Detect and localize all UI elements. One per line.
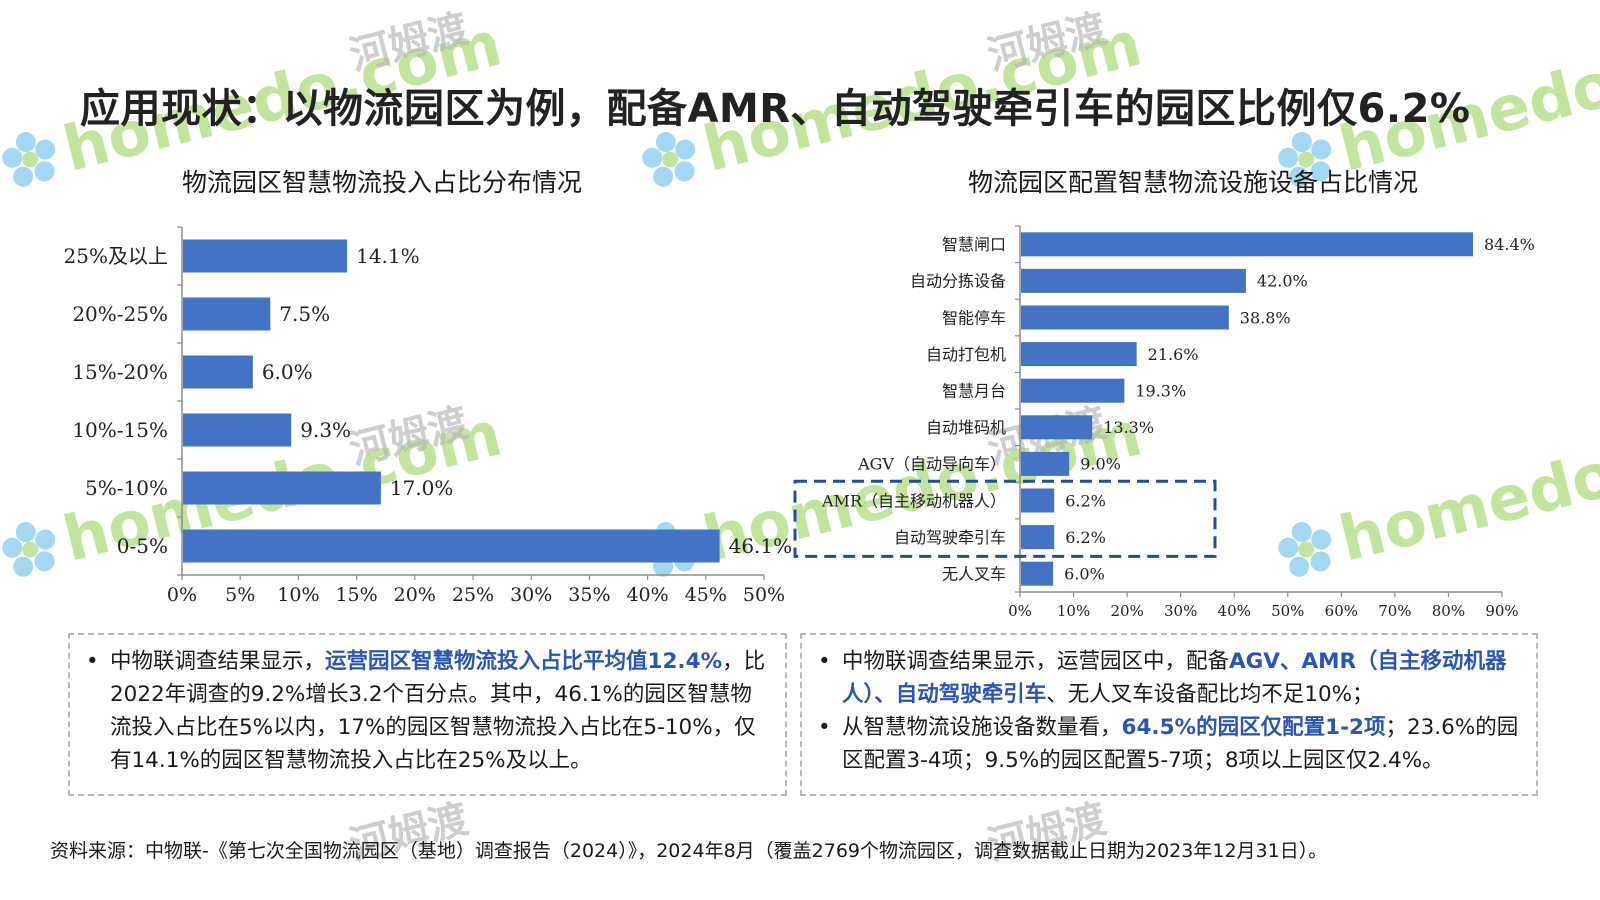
- x-tick-label: 40%: [1218, 602, 1251, 620]
- category-label: AGV（自动导向车）: [857, 455, 1006, 474]
- category-label: 自动堆码机: [926, 418, 1006, 437]
- note-text: ；23.6%的园区配置3-4项；9.5%的园区配置5-7项；8项以上园区仅2.4…: [842, 715, 1519, 773]
- category-label: 15%-20%: [72, 360, 168, 384]
- bar: [183, 355, 253, 389]
- left-note-list: 中物联调查结果显示，运营园区智慧物流投入占比平均值12.4%，比2022年调查的…: [84, 645, 771, 777]
- left-note-box: 中物联调查结果显示，运营园区智慧物流投入占比平均值12.4%，比2022年调查的…: [68, 633, 787, 796]
- x-tick-label: 5%: [225, 584, 255, 606]
- value-label: 19.3%: [1135, 381, 1186, 400]
- bar: [1021, 232, 1474, 257]
- bar: [1021, 305, 1229, 330]
- note-item: 中物联调查结果显示，运营园区中，配备AGV、AMR（自主移动机器人）、自动驾驶牵…: [818, 645, 1522, 711]
- x-tick-label: 0%: [1008, 602, 1032, 620]
- right-note-box: 中物联调查结果显示，运营园区中，配备AGV、AMR（自主移动机器人）、自动驾驶牵…: [800, 633, 1538, 796]
- category-label: AMR（自主移动机器人）: [821, 491, 1006, 510]
- category-label: 自动驾驶牵引车: [894, 528, 1006, 547]
- bar: [1021, 488, 1055, 513]
- right-note-list: 中物联调查结果显示，运营园区中，配备AGV、AMR（自主移动机器人）、自动驾驶牵…: [816, 645, 1522, 777]
- value-label: 42.0%: [1257, 272, 1308, 291]
- value-label: 9.3%: [300, 418, 351, 442]
- category-label: 自动分拣设备: [910, 272, 1006, 291]
- note-item: 中物联调查结果显示，运营园区智慧物流投入占比平均值12.4%，比2022年调查的…: [86, 645, 771, 777]
- x-tick-label: 80%: [1432, 602, 1465, 620]
- x-tick-label: 10%: [277, 584, 319, 606]
- x-tick-label: 50%: [1271, 602, 1304, 620]
- x-tick-label: 45%: [685, 584, 727, 606]
- category-label: 智慧月台: [942, 381, 1006, 400]
- highlight-text: 运营园区智慧物流投入占比平均值12.4%: [325, 649, 723, 674]
- x-tick-label: 90%: [1485, 602, 1518, 620]
- category-label: 智能停车: [942, 308, 1006, 327]
- x-tick-label: 40%: [626, 584, 668, 606]
- watermark-cn-2: 河姆渡: [983, 6, 1111, 80]
- value-label: 9.0%: [1080, 455, 1121, 474]
- highlight-dashed-box: [793, 479, 1217, 558]
- bar: [183, 471, 381, 505]
- right-bar-chart: 0% 10% 20% 30% 40% 50% 60% 70% 80% 90% 智慧闸口 84.4% 自动…: [793, 225, 1535, 620]
- category-label: 20%-25%: [72, 302, 168, 326]
- highlight-text: 64.5%的园区仅配置1-2项: [1121, 715, 1386, 740]
- category-label: 10%-15%: [72, 418, 168, 442]
- x-tick-label: 70%: [1378, 602, 1411, 620]
- category-label: 智慧闸口: [942, 235, 1006, 254]
- value-label: 7.5%: [279, 302, 330, 326]
- right-chart-title: 物流园区配置智慧物流设施设备占比情况: [968, 168, 1419, 197]
- bar: [1021, 268, 1246, 293]
- value-label: 46.1%: [729, 534, 793, 558]
- bar: [1021, 561, 1054, 586]
- bar: [1021, 525, 1055, 550]
- category-label: 自动打包机: [926, 345, 1006, 364]
- bar: [1021, 378, 1125, 403]
- note-item: 从智慧物流设施设备数量看，64.5%的园区仅配置1-2项；23.6%的园区配置3…: [818, 711, 1522, 777]
- category-label: 5%-10%: [85, 476, 168, 500]
- bar: [183, 239, 348, 273]
- bar: [183, 529, 720, 563]
- x-tick-label: 30%: [1164, 602, 1197, 620]
- left-bar-chart: 0% 5% 10% 15% 20% 25% 30% 35% 40% 45% 50% 25%及以上 14.…: [64, 226, 793, 606]
- bar: [1021, 415, 1093, 440]
- bar: [183, 413, 292, 447]
- bar: [183, 297, 271, 331]
- value-label: 6.2%: [1065, 528, 1106, 547]
- bar: [1021, 451, 1070, 476]
- x-tick-label: 10%: [1057, 602, 1090, 620]
- value-label: 13.3%: [1103, 418, 1154, 437]
- value-label: 6.0%: [1064, 564, 1105, 583]
- x-tick-label: 15%: [335, 584, 377, 606]
- x-tick-label: 60%: [1325, 602, 1358, 620]
- x-tick-label: 0%: [167, 584, 197, 606]
- watermark-flower-icon: [2, 131, 56, 187]
- bar: [1021, 342, 1137, 367]
- page-title: 应用现状：以物流园区为例，配备AMR、自动驾驶牵引车的园区比例仅6.2%: [80, 86, 1471, 132]
- value-label: 6.2%: [1065, 491, 1106, 510]
- value-label: 21.6%: [1148, 345, 1199, 364]
- category-label: 0-5%: [117, 534, 168, 558]
- value-label: 14.1%: [356, 244, 420, 268]
- value-label: 84.4%: [1484, 235, 1535, 254]
- watermark-cn-1: 河姆渡: [345, 6, 473, 80]
- x-tick-label: 30%: [510, 584, 552, 606]
- x-tick-label: 20%: [394, 584, 436, 606]
- note-text: 、无人叉车设备配比均不足10%；: [1046, 682, 1374, 707]
- source-text: 资料来源：中物联-《第七次全国物流园区（基地）调查报告（2024）》，2024年…: [50, 840, 1328, 862]
- x-tick-label: 35%: [568, 584, 610, 606]
- note-text: 中物联调查结果显示，: [110, 649, 326, 674]
- x-tick-label: 25%: [452, 584, 494, 606]
- note-text: 中物联调查结果显示，运营园区中，配备: [842, 649, 1230, 674]
- value-label: 38.8%: [1240, 308, 1291, 327]
- highlight-text: AGV、AMR（自主移动机器人）、自动驾驶牵引车: [842, 649, 1507, 707]
- category-label: 无人叉车: [942, 564, 1006, 583]
- left-chart-title: 物流园区智慧物流投入占比分布情况: [182, 168, 583, 197]
- value-label: 17.0%: [390, 476, 454, 500]
- x-tick-label: 50%: [743, 584, 785, 606]
- note-text: 从智慧物流设施设备数量看，: [842, 715, 1122, 740]
- x-tick-label: 20%: [1110, 602, 1143, 620]
- note-text: ，比2022年调查的9.2%增长3.2个百分点。其中，46.1%的园区智慧物流投…: [110, 649, 766, 773]
- value-label: 6.0%: [262, 360, 313, 384]
- category-label: 25%及以上: [64, 244, 168, 268]
